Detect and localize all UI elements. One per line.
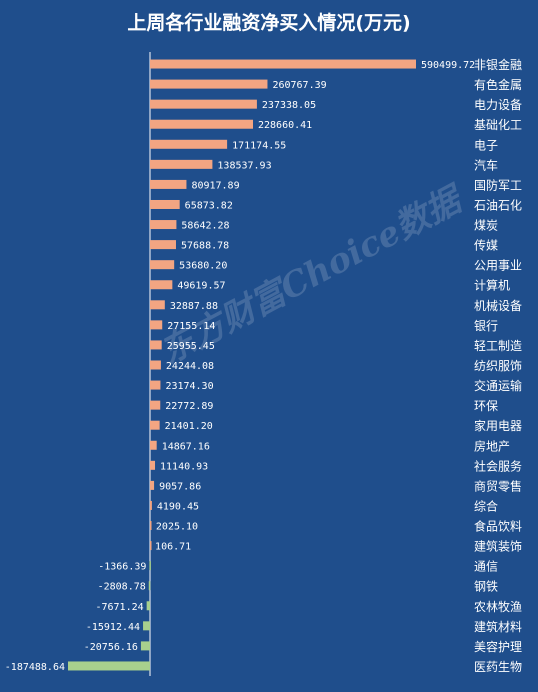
data-label: 138537.93 — [217, 160, 271, 171]
data-label: 106.71 — [155, 542, 191, 553]
category-label: 纺织服饰 — [474, 359, 522, 373]
bar — [150, 541, 152, 551]
category-label: 煤炭 — [474, 219, 498, 233]
bar — [150, 380, 161, 390]
data-label: 65873.82 — [185, 200, 233, 211]
data-label: 23174.30 — [165, 381, 213, 392]
bar — [150, 440, 157, 450]
category-label: 建筑材料 — [474, 619, 522, 634]
data-label: 9057.86 — [159, 481, 201, 492]
bar — [150, 521, 152, 531]
bar — [68, 661, 150, 671]
category-label: 传媒 — [474, 238, 498, 253]
category-label: 农林牧渔 — [474, 600, 522, 614]
data-label: 27155.14 — [167, 321, 215, 332]
category-label: 有色金属 — [474, 77, 522, 92]
bar — [150, 79, 268, 89]
category-label: 建筑装饰 — [474, 539, 522, 554]
data-label: 237338.05 — [262, 100, 316, 111]
category-label: 钢铁 — [474, 580, 498, 594]
data-label: 4190.45 — [157, 501, 199, 512]
bar — [150, 159, 213, 169]
category-label: 家用电器 — [474, 418, 522, 433]
data-label: 25955.45 — [167, 341, 215, 352]
bar — [150, 99, 257, 109]
bar — [150, 300, 165, 310]
data-label: -1366.39 — [98, 562, 146, 573]
bar — [149, 561, 151, 571]
data-label: -15912.44 — [86, 622, 140, 633]
category-label: 交通运输 — [474, 378, 522, 393]
category-label: 基础化工 — [474, 118, 522, 132]
bar — [148, 581, 151, 591]
bar — [150, 500, 152, 510]
data-label: 58642.28 — [181, 221, 229, 232]
category-label: 通信 — [474, 560, 498, 574]
data-label: 21401.20 — [165, 421, 213, 432]
bar — [150, 420, 160, 430]
bar — [150, 240, 176, 250]
bar — [146, 601, 150, 611]
data-label: 24244.08 — [166, 361, 214, 372]
data-label: 32887.88 — [170, 301, 218, 312]
bar — [150, 59, 416, 69]
category-label: 机械设备 — [474, 298, 522, 313]
bar — [150, 480, 155, 490]
bar — [150, 340, 162, 350]
category-label: 电力设备 — [474, 98, 522, 112]
bar — [150, 220, 177, 230]
category-label: 食品饮料 — [474, 519, 522, 534]
data-label: 22772.89 — [165, 401, 213, 412]
category-label: 汽车 — [474, 157, 498, 172]
bar — [140, 641, 150, 651]
bar — [150, 179, 187, 189]
bar — [150, 280, 173, 290]
data-label: -187488.64 — [5, 662, 65, 673]
category-label: 石油石化 — [474, 198, 522, 212]
data-label: 228660.41 — [258, 120, 312, 131]
bar — [143, 621, 150, 631]
data-label: 57688.78 — [181, 241, 229, 252]
data-label: 49619.57 — [177, 281, 225, 292]
bar — [150, 139, 228, 149]
category-label: 房地产 — [474, 438, 510, 453]
data-label: 590499.72 — [421, 60, 475, 71]
category-label: 美容护理 — [474, 639, 522, 654]
category-label: 计算机 — [474, 278, 510, 293]
bar — [150, 260, 175, 270]
category-label: 环保 — [474, 399, 498, 413]
data-label: 2025.10 — [156, 522, 198, 533]
category-label: 国防军工 — [474, 177, 522, 192]
bar — [150, 320, 163, 330]
data-label: 171174.55 — [232, 140, 286, 151]
data-label: 14867.16 — [162, 441, 210, 452]
category-label: 电子 — [474, 138, 498, 152]
data-label: 80917.89 — [191, 180, 239, 191]
category-label: 商贸零售 — [474, 478, 522, 493]
bar — [150, 460, 156, 470]
bar — [150, 400, 161, 410]
category-label: 银行 — [474, 319, 498, 333]
category-label: 轻工制造 — [474, 339, 522, 353]
category-label: 综合 — [474, 498, 498, 513]
data-label: -20756.16 — [84, 642, 138, 653]
category-label: 医药生物 — [474, 660, 522, 674]
data-label: 260767.39 — [272, 80, 326, 91]
category-label: 社会服务 — [474, 458, 522, 473]
chart-title: 上周各行业融资净买入情况(万元) — [127, 12, 411, 34]
data-label: -7671.24 — [95, 602, 143, 613]
category-label: 公用事业 — [474, 259, 522, 273]
data-label: 53680.20 — [179, 261, 227, 272]
bar — [150, 360, 161, 370]
bar — [150, 119, 254, 129]
data-label: -2808.78 — [98, 582, 146, 593]
bar — [150, 199, 180, 209]
data-label: 11140.93 — [160, 461, 208, 472]
category-label: 非银金融 — [474, 57, 522, 72]
